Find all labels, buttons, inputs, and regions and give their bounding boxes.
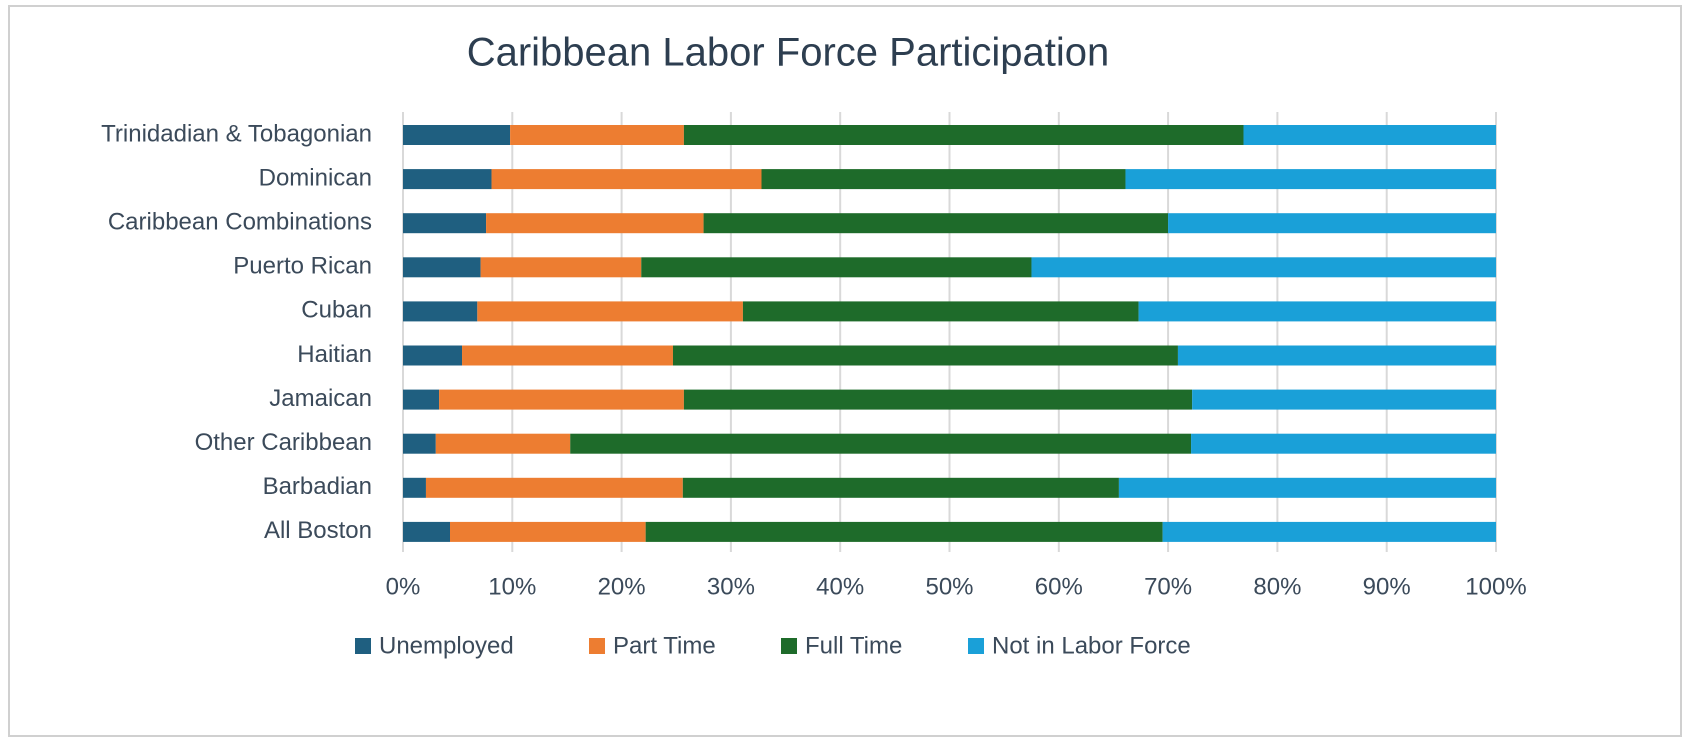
bar-segment: [570, 433, 1192, 454]
y-tick-label: All Boston: [264, 517, 372, 544]
bar-segment: [682, 477, 1119, 498]
legend-label: Full Time: [805, 632, 902, 659]
x-tick-label: 80%: [1253, 573, 1301, 600]
bar-segment: [1162, 521, 1496, 542]
bar-segment: [510, 125, 684, 145]
bar-segment: [403, 477, 426, 498]
bar-segment: [672, 345, 1178, 366]
y-tick-label: Caribbean Combinations: [108, 209, 372, 236]
x-tick-label: 70%: [1144, 573, 1192, 600]
x-tick-label: 100%: [1465, 573, 1526, 600]
bar-segment: [462, 345, 673, 366]
bar-segment: [403, 433, 436, 454]
bar-segment: [1177, 345, 1496, 366]
bar-segment: [403, 125, 511, 145]
y-tick-label: Trinidadian & Tobagonian: [101, 120, 372, 147]
legend-swatch: [968, 638, 984, 654]
y-tick-label: Haitian: [297, 341, 372, 368]
bar-segment: [1192, 389, 1496, 410]
bar-segment: [480, 257, 642, 278]
legend-swatch: [589, 638, 605, 654]
bar-segment: [403, 301, 478, 322]
y-tick-label: Jamaican: [269, 385, 372, 412]
x-tick-label: 0%: [386, 573, 421, 600]
bar-segment: [403, 257, 481, 278]
bar-segment: [449, 521, 646, 542]
y-tick-label: Other Caribbean: [195, 429, 372, 456]
bar-segment: [683, 389, 1193, 410]
bar-segment: [1138, 301, 1496, 322]
bar-segment: [403, 169, 492, 190]
bar-segment: [403, 521, 450, 542]
bar-segment: [742, 301, 1139, 322]
bar-segment: [435, 433, 571, 454]
bar-segment: [641, 257, 1032, 278]
bar-segment: [1168, 213, 1496, 234]
x-tick-label: 90%: [1363, 573, 1411, 600]
bar-segment: [403, 345, 463, 366]
legend-label: Unemployed: [379, 632, 514, 659]
y-tick-label: Dominican: [259, 164, 372, 191]
bar-segment: [683, 125, 1244, 145]
y-tick-label: Cuban: [301, 297, 372, 324]
bar-segment: [1031, 257, 1496, 278]
bar-segment: [486, 213, 704, 234]
x-tick-label: 20%: [598, 573, 646, 600]
bar-segment: [425, 477, 683, 498]
x-tick-label: 10%: [488, 573, 536, 600]
bar-segment: [761, 169, 1126, 190]
bar-segment: [645, 521, 1163, 542]
x-tick-label: 50%: [925, 573, 973, 600]
legend-label: Not in Labor Force: [992, 632, 1191, 659]
x-tick-label: 40%: [816, 573, 864, 600]
chart-title: Caribbean Labor Force Participation: [467, 31, 1110, 75]
bar-segment: [491, 169, 762, 190]
bar-segment: [1243, 125, 1496, 145]
chart-border: [8, 5, 1682, 737]
bar-segment: [1191, 433, 1496, 454]
x-tick-label: 30%: [707, 573, 755, 600]
bar-segment: [403, 389, 440, 410]
bar-segment: [703, 213, 1169, 234]
bar-segment: [439, 389, 684, 410]
x-tick-label: 60%: [1035, 573, 1083, 600]
legend-label: Part Time: [613, 632, 716, 659]
legend-swatch: [781, 638, 797, 654]
y-tick-label: Barbadian: [263, 473, 372, 500]
bar-segment: [477, 301, 743, 322]
bar-segment: [403, 213, 487, 234]
bar-segment: [1118, 477, 1496, 498]
bar-segment: [1125, 169, 1496, 190]
y-tick-label: Puerto Rican: [233, 253, 372, 280]
legend-swatch: [355, 638, 371, 654]
